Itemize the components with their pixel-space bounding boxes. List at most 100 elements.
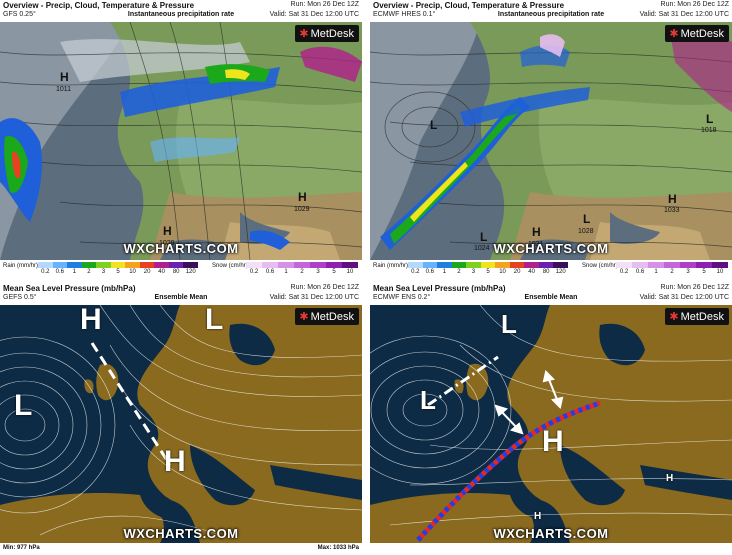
logo-text: MetDesk — [680, 311, 724, 323]
pressure-center-label: L — [480, 230, 488, 244]
rain-color-swatch — [553, 262, 569, 268]
precip-legend: Rain (mm/hr) 0.2 0.6 1 2 3 5 10 20 40 80 120 Snow … — [370, 262, 732, 276]
gefs-mslp-panel: Mean Sea Level Pressure (mb/hPa) GEFS 0.… — [0, 283, 362, 555]
max-pressure-footer: Max: 1033 hPa — [317, 545, 359, 551]
ecmwf-mslp-panel: Mean Sea Level Pressure (mb/hPa) ECMWF E… — [370, 283, 732, 555]
low-pressure-label: L — [420, 385, 436, 415]
rain-color-swatch — [52, 262, 68, 268]
pressure-center-label: H — [60, 70, 69, 84]
legend-tick-label: 0.2 — [249, 269, 259, 275]
low-pressure-label: L — [14, 389, 33, 422]
legend-tick-label: 0.2 — [411, 269, 420, 275]
legend-tick-label: 1 — [284, 269, 288, 275]
mslp-map-svg — [0, 305, 362, 543]
min-pressure-footer: Min: 977 hPa — [3, 545, 40, 551]
panel-subtitle: Ensemble Mean — [154, 294, 208, 301]
precip-map: ✱ MetDesk L L 1018 H 1033 L 1028 H 1031 L… — [370, 22, 732, 260]
panel-subtitle: Ensemble Mean — [524, 294, 578, 301]
run-label: Run: Mon 26 Dec 12Z — [290, 284, 359, 291]
pressure-center-value: 1029 — [294, 206, 310, 213]
rain-color-swatch — [509, 262, 525, 268]
legend-tick-label: 10 — [129, 269, 136, 275]
legend-tick-label: 40 — [158, 269, 165, 275]
panel-title: Overview - Precip, Cloud, Temperature & … — [373, 1, 565, 10]
ecmwf-precip-panel: Overview - Precip, Cloud, Temperature & … — [370, 0, 732, 276]
legend-tick-label: 0.6 — [55, 269, 64, 275]
rain-color-swatch — [81, 262, 97, 268]
wxcharts-brand: WXCHARTS.COM — [493, 241, 609, 256]
snow-color-swatch — [310, 262, 326, 268]
legend-tick-label: 20 — [513, 269, 521, 275]
run-label: Run: Mon 26 Dec 12Z — [660, 284, 729, 291]
rain-color-swatch — [422, 262, 438, 268]
pressure-center-label: H — [298, 190, 307, 204]
snow-color-swatch — [246, 262, 262, 268]
pressure-center-value: 1028 — [578, 228, 594, 235]
snow-color-swatch — [648, 262, 664, 268]
rain-tick-labels: 0.2 0.6 1 2 3 5 10 20 40 80 120 — [38, 269, 198, 276]
snow-color-swatch — [326, 262, 342, 268]
rain-color-swatch — [495, 262, 510, 268]
precip-map: ✱ MetDesk H 1011 H 1029 H 1029 WXCHARTS.C… — [0, 22, 362, 260]
high-pressure-label: H — [542, 425, 564, 458]
legend-tick-label: 5 — [332, 269, 336, 275]
snow-color-swatch — [696, 262, 712, 268]
legend-tick-label: 40 — [528, 269, 535, 275]
panel-header: Mean Sea Level Pressure (mb/hPa) ECMWF E… — [370, 283, 732, 305]
logo-text: MetDesk — [310, 28, 354, 40]
snow-color-bar — [616, 262, 728, 268]
snow-color-swatch — [262, 262, 278, 268]
legend-tick-label: 80 — [172, 269, 180, 275]
high-pressure-label: H — [534, 511, 542, 522]
snow-color-swatch — [616, 262, 632, 268]
rain-color-swatch — [96, 262, 111, 268]
model-label: ECMWF ENS 0.2° — [373, 294, 431, 301]
rain-color-swatch — [125, 262, 140, 268]
rain-color-swatch — [451, 262, 467, 268]
metdesk-star-icon: ✱ — [299, 311, 309, 323]
rain-legend-label: Rain (mm/hr) — [373, 263, 409, 269]
run-label: Run: Mon 26 Dec 12Z — [660, 1, 729, 8]
precip-map-svg — [370, 22, 732, 260]
pressure-center-value: 1029 — [159, 240, 175, 247]
snow-legend-label: Snow (cm/hr) — [582, 263, 618, 269]
pressure-center-label: H — [668, 192, 677, 206]
panel-header: Overview - Precip, Cloud, Temperature & … — [370, 0, 732, 22]
mslp-map: ✱ MetDesk H L L H WXCHARTS.COM — [0, 305, 362, 543]
rain-color-bar — [408, 262, 569, 268]
rain-color-swatch — [67, 262, 82, 268]
legend-tick-label: 3 — [101, 269, 106, 275]
rain-color-swatch — [538, 262, 554, 268]
snow-color-swatch — [278, 262, 294, 268]
precip-legend: Rain (mm/hr) 0.2 0.6 1 2 3 5 10 20 40 80 120 Snow … — [0, 262, 362, 276]
legend-tick-label: 1 — [72, 269, 77, 275]
rain-color-swatch — [524, 262, 539, 268]
panel-subtitle: Instantaneous precipitation rate — [127, 11, 235, 18]
pressure-center-value: 1018 — [701, 127, 717, 134]
metdesk-star-icon: ✱ — [299, 28, 309, 40]
snow-color-swatch — [342, 262, 358, 268]
legend-tick-label: 1 — [654, 269, 658, 275]
rain-color-swatch — [183, 262, 199, 268]
precip-map-svg — [0, 22, 362, 260]
legend-tick-label: 5 — [702, 269, 706, 275]
wxcharts-brand: WXCHARTS.COM — [493, 526, 609, 541]
legend-tick-label: 0.6 — [635, 269, 645, 275]
valid-label: Valid: Sat 31 Dec 12:00 UTC — [639, 11, 729, 18]
metdesk-logo: ✱ MetDesk — [665, 25, 729, 42]
snow-color-swatch — [664, 262, 680, 268]
metdesk-star-icon: ✱ — [669, 28, 679, 40]
panel-header: Mean Sea Level Pressure (mb/hPa) GEFS 0.… — [0, 283, 362, 305]
legend-tick-label: 3 — [471, 269, 476, 275]
legend-tick-label: 5 — [486, 269, 490, 275]
snow-tick-labels: 0.2 0.6 1 2 3 5 10 — [246, 269, 358, 276]
model-label: ECMWF HRES 0.1° — [373, 11, 436, 18]
pressure-center-value: 1031 — [528, 241, 544, 248]
pressure-center-label: L — [583, 212, 591, 226]
rain-color-swatch — [466, 262, 481, 268]
legend-tick-label: 10 — [716, 269, 724, 275]
legend-tick-label: 2 — [87, 269, 91, 275]
rain-color-swatch — [168, 262, 184, 268]
snow-color-bar — [246, 262, 358, 268]
pressure-center-label: H — [163, 224, 172, 238]
